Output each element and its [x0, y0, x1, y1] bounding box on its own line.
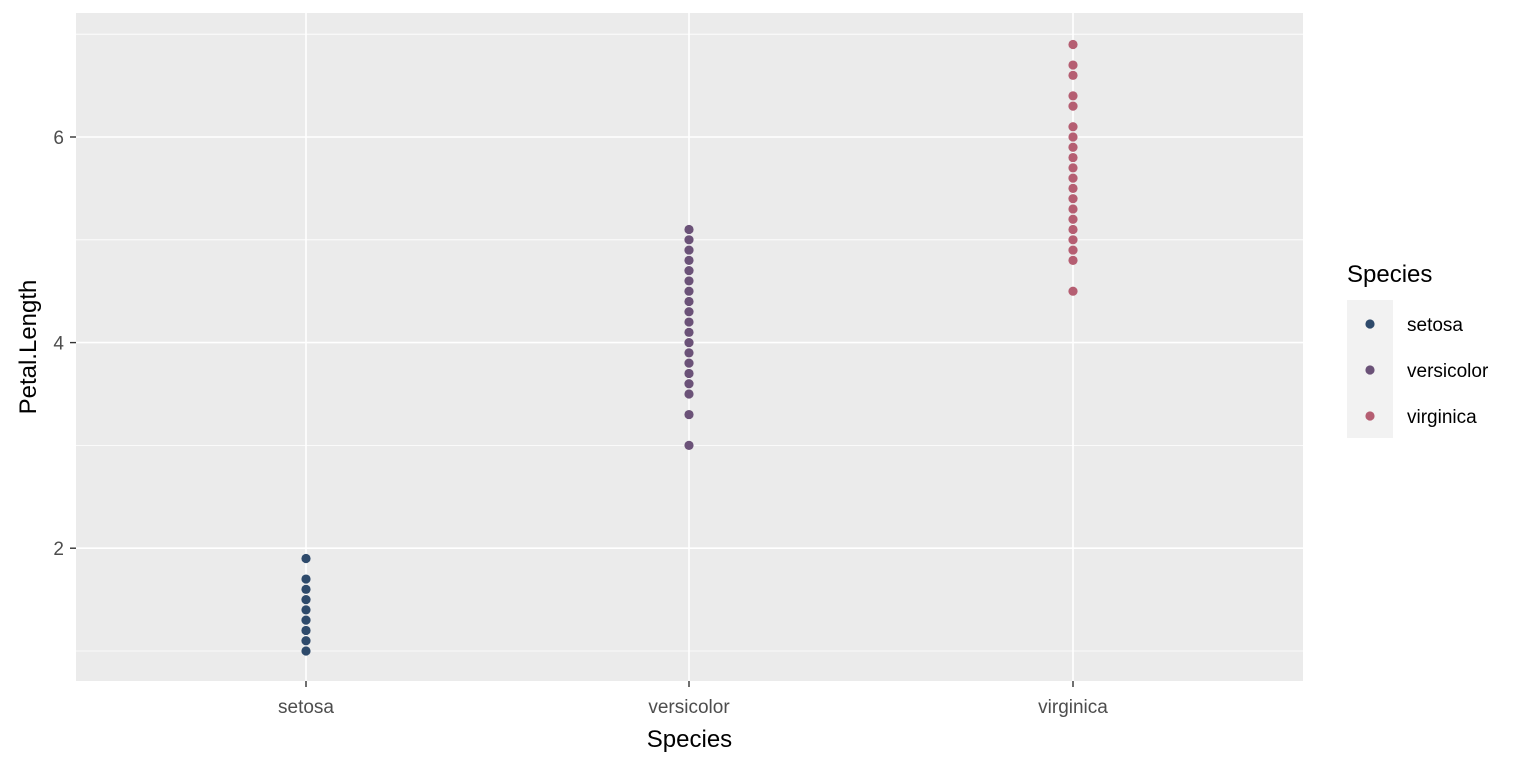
legend: Species setosa versicolor virginica	[1347, 261, 1489, 438]
x-tick-label: setosa	[278, 697, 334, 718]
x-tick-label: versicolor	[648, 697, 730, 718]
data-point-virginica	[1068, 101, 1078, 111]
data-point-setosa	[301, 584, 311, 594]
data-point-versicolor	[684, 266, 694, 276]
data-point-versicolor	[684, 296, 694, 307]
data-point-virginica	[1068, 255, 1078, 265]
data-point-versicolor	[684, 338, 694, 348]
x-tick-label: virginica	[1038, 697, 1108, 718]
data-point-virginica	[1068, 245, 1078, 255]
data-point-virginica	[1068, 286, 1078, 296]
data-point-setosa	[301, 636, 311, 646]
data-point-virginica	[1068, 224, 1078, 235]
x-axis-ticks: setosa versicolor virginica	[278, 681, 1108, 718]
data-point-versicolor	[684, 440, 694, 450]
data-point-setosa	[301, 553, 311, 564]
data-point-virginica	[1068, 214, 1078, 224]
y-tick-label: 6	[53, 128, 64, 149]
data-point-virginica	[1068, 163, 1078, 173]
x-axis-title: Species	[647, 726, 732, 753]
data-point-virginica	[1068, 132, 1078, 142]
data-point-virginica	[1068, 91, 1078, 101]
data-point-versicolor	[684, 245, 694, 255]
data-point-versicolor	[684, 317, 694, 327]
data-point-versicolor	[684, 327, 694, 337]
y-axis-title: Petal.Length	[15, 280, 42, 415]
legend-items: setosa versicolor virginica	[1365, 315, 1489, 428]
data-point-setosa	[301, 595, 311, 605]
data-point-virginica	[1068, 70, 1078, 80]
legend-key-versicolor	[1365, 365, 1375, 375]
data-point-virginica	[1068, 204, 1078, 214]
legend-label-virginica: virginica	[1407, 407, 1477, 428]
data-points	[301, 39, 1078, 656]
data-point-virginica	[1068, 173, 1078, 183]
legend-key-setosa	[1365, 319, 1375, 329]
legend-label-versicolor: versicolor	[1407, 361, 1489, 382]
legend-title: Species	[1347, 261, 1432, 288]
data-point-versicolor	[684, 389, 694, 399]
data-point-versicolor	[684, 286, 694, 296]
legend-key-virginica	[1365, 411, 1375, 421]
data-point-setosa	[301, 646, 311, 656]
data-point-setosa	[301, 625, 311, 636]
data-point-virginica	[1068, 183, 1078, 193]
data-point-virginica	[1068, 152, 1078, 163]
y-tick-label: 2	[53, 539, 64, 560]
data-point-virginica	[1068, 142, 1078, 152]
y-tick-label: 4	[53, 334, 64, 355]
data-point-versicolor	[684, 409, 694, 420]
data-point-versicolor	[684, 224, 694, 235]
data-point-virginica	[1068, 60, 1078, 70]
data-point-virginica	[1068, 39, 1078, 50]
data-point-versicolor	[684, 276, 694, 286]
data-point-virginica	[1068, 194, 1078, 204]
data-point-setosa	[301, 574, 311, 584]
y-axis-ticks: 2 4 6	[53, 128, 76, 560]
data-point-versicolor	[684, 358, 694, 368]
legend-label-setosa: setosa	[1407, 315, 1463, 336]
data-point-virginica	[1068, 122, 1078, 132]
data-point-versicolor	[684, 348, 694, 358]
data-point-virginica	[1068, 235, 1078, 245]
data-point-versicolor	[684, 307, 694, 317]
data-point-setosa	[301, 605, 311, 615]
data-point-versicolor	[684, 368, 694, 379]
data-point-versicolor	[684, 235, 694, 245]
data-point-setosa	[301, 615, 311, 625]
data-point-versicolor	[684, 255, 694, 265]
data-point-versicolor	[684, 379, 694, 389]
